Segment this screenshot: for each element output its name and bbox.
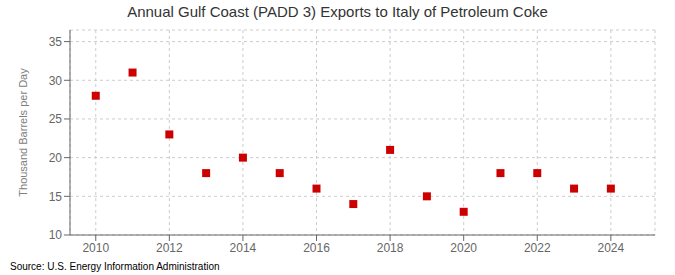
svg-text:10: 10 bbox=[49, 228, 63, 242]
svg-text:25: 25 bbox=[49, 112, 63, 126]
svg-text:Thousand Barrels per Day: Thousand Barrels per Day bbox=[17, 68, 29, 197]
svg-text:20: 20 bbox=[49, 151, 63, 165]
svg-text:2014: 2014 bbox=[230, 241, 257, 255]
svg-text:2016: 2016 bbox=[303, 241, 330, 255]
svg-text:30: 30 bbox=[49, 74, 63, 88]
svg-text:2012: 2012 bbox=[156, 241, 183, 255]
svg-text:15: 15 bbox=[49, 190, 63, 204]
svg-text:2010: 2010 bbox=[82, 241, 109, 255]
svg-text:2024: 2024 bbox=[597, 241, 624, 255]
svg-text:2020: 2020 bbox=[450, 241, 477, 255]
svg-text:2022: 2022 bbox=[524, 241, 551, 255]
svg-text:35: 35 bbox=[49, 35, 63, 49]
html-text:Source: U.S. Energy Informatio: Source: U.S. Energy Information Administ… bbox=[10, 261, 220, 272]
svg-text:2018: 2018 bbox=[377, 241, 404, 255]
html-text:Annual Gulf Coast (PADD 3) Exp: Annual Gulf Coast (PADD 3) Exports to It… bbox=[127, 3, 548, 20]
